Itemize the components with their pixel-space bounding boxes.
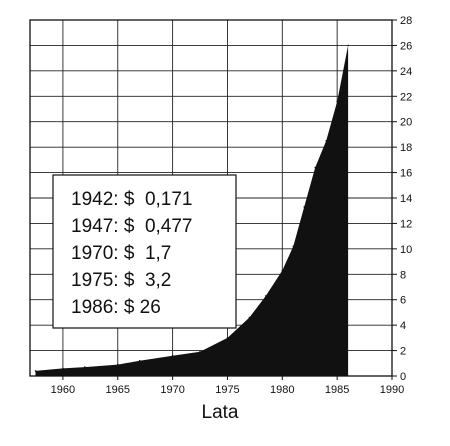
y-tick-label: 8 <box>400 269 406 281</box>
x-axis: 1960 1965 1970 1975 1980 1985 1990 <box>51 376 404 396</box>
data-point <box>62 367 64 370</box>
x-tick-label: 1980 <box>270 384 294 396</box>
y-tick-label: 12 <box>400 218 412 230</box>
area-series <box>34 44 349 377</box>
data-point <box>84 366 86 368</box>
data-point <box>336 100 339 103</box>
x-tick-label: 1985 <box>325 384 349 396</box>
data-point <box>34 370 37 372</box>
area-fill-series-0 <box>35 45 349 377</box>
data-point <box>265 295 267 297</box>
y-tick-label: 22 <box>400 91 412 103</box>
y-tick-label: 14 <box>400 193 412 205</box>
y-tick-label: 26 <box>400 40 412 52</box>
x-tick-label: 1970 <box>160 384 184 396</box>
annotation-line: 1986: $ 26 <box>71 297 161 318</box>
x-tick-label: 1960 <box>51 384 75 396</box>
data-point <box>303 206 306 208</box>
data-point <box>171 354 174 357</box>
y-tick-label: 2 <box>400 346 406 358</box>
data-point <box>292 245 295 248</box>
y-tick-label: 0 <box>400 371 406 383</box>
x-tick-label: 1965 <box>106 384 130 396</box>
y-tick-label: 10 <box>400 244 412 256</box>
y-tick-label: 18 <box>400 142 412 154</box>
data-point <box>138 359 141 362</box>
annotation-line: 1942: $ 0,171 <box>71 189 193 210</box>
y-tick-label: 20 <box>400 117 412 129</box>
annotation-line: 1970: $ 1,7 <box>71 243 171 264</box>
data-point <box>314 166 317 169</box>
y-tick-label: 6 <box>400 295 406 307</box>
data-point <box>325 140 328 142</box>
x-tick-label: 1975 <box>215 384 239 396</box>
data-point <box>248 316 251 319</box>
data-point <box>117 363 119 366</box>
x-tick-label: 1990 <box>380 384 404 396</box>
annotation-line: 1975: $ 3,2 <box>71 270 171 291</box>
data-point <box>347 44 349 47</box>
data-point <box>226 337 229 339</box>
y-tick-label: 28 <box>400 15 412 27</box>
x-axis-title: Lata <box>202 402 239 423</box>
y-tick-label: 24 <box>400 66 412 78</box>
y-tick-label: 16 <box>400 168 412 180</box>
data-point <box>199 351 201 353</box>
data-point <box>281 269 284 272</box>
annotation-box-frame <box>52 174 237 329</box>
price-annotation-box: 1942: $ 0,171 1947: $ 0,477 1970: $ 1,7 197… <box>52 174 237 329</box>
annotation-line: 1947: $ 0,477 <box>71 216 193 237</box>
y-tick-label: 4 <box>400 320 406 332</box>
